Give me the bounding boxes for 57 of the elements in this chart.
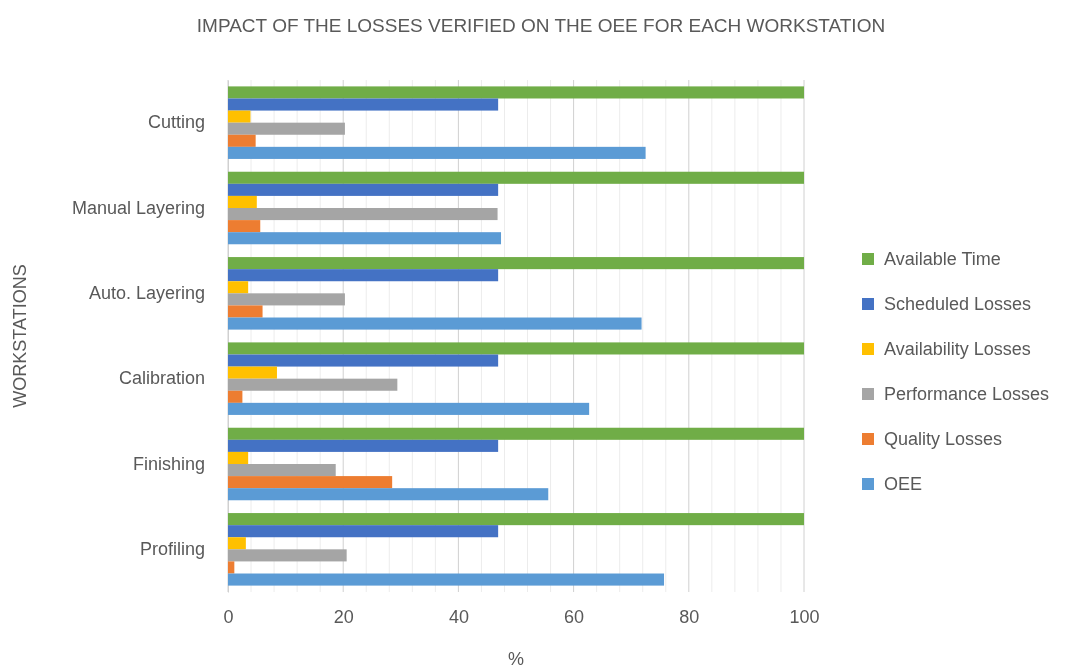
- bar: [228, 390, 243, 403]
- bar: [228, 305, 263, 318]
- y-tick-label: Profiling: [139, 539, 205, 560]
- bar: [228, 171, 804, 184]
- y-tick-label: Auto. Layering: [88, 283, 205, 304]
- bar: [228, 451, 249, 464]
- bar: [228, 281, 249, 294]
- y-tick-label: Calibration: [118, 368, 205, 389]
- x-tick-label: 20: [333, 606, 354, 627]
- bar: [228, 402, 590, 415]
- bar: [228, 476, 393, 489]
- bar: [228, 293, 345, 306]
- bar: [228, 257, 804, 270]
- bar: [228, 439, 499, 452]
- bar: [228, 537, 246, 550]
- bar: [228, 183, 499, 196]
- x-tick-label: 60: [564, 606, 585, 627]
- bar: [228, 98, 499, 111]
- bar: [228, 525, 499, 538]
- bar: [228, 549, 347, 562]
- bar: [228, 122, 345, 135]
- bar: [228, 513, 804, 526]
- x-tick-label: 40: [448, 606, 469, 627]
- bar: [228, 86, 804, 99]
- bar: [228, 464, 336, 477]
- bar: [228, 110, 251, 123]
- bar: [228, 269, 499, 282]
- legend-label: Availability Losses: [884, 339, 1031, 359]
- y-axis-title: WORKSTATIONS: [10, 264, 30, 408]
- bar: [228, 317, 642, 330]
- x-tick-label: 80: [679, 606, 700, 627]
- bar: [228, 561, 235, 574]
- legend-label: Quality Losses: [884, 429, 1003, 449]
- legend-label: Available Time: [884, 249, 1001, 269]
- y-tick-label: Manual Layering: [71, 197, 205, 218]
- y-tick-label: Finishing: [132, 453, 205, 474]
- bar: [228, 427, 804, 440]
- y-tick-label: Cutting: [147, 112, 205, 133]
- bar: [228, 195, 257, 208]
- bar: [228, 378, 398, 391]
- legend-label: Performance Losses: [884, 384, 1050, 404]
- x-tick-label: 0: [223, 606, 234, 627]
- x-tick-label: 100: [789, 606, 820, 627]
- bar: [228, 220, 261, 233]
- bar: [228, 573, 665, 586]
- bar: [228, 208, 498, 221]
- chart-title: IMPACT OF THE LOSSES VERIFIED ON THE OEE FOR EACH WORKSTATION: [196, 15, 886, 36]
- bar: [228, 342, 804, 355]
- bar: [228, 354, 499, 367]
- legend-label: OEE: [884, 474, 923, 494]
- legend-label: Scheduled Losses: [884, 294, 1032, 314]
- bar: [228, 146, 646, 159]
- bar: [228, 488, 549, 501]
- bar: [228, 134, 256, 147]
- bar: [228, 366, 277, 379]
- bar: [228, 232, 502, 245]
- x-axis-title: %: [507, 649, 525, 669]
